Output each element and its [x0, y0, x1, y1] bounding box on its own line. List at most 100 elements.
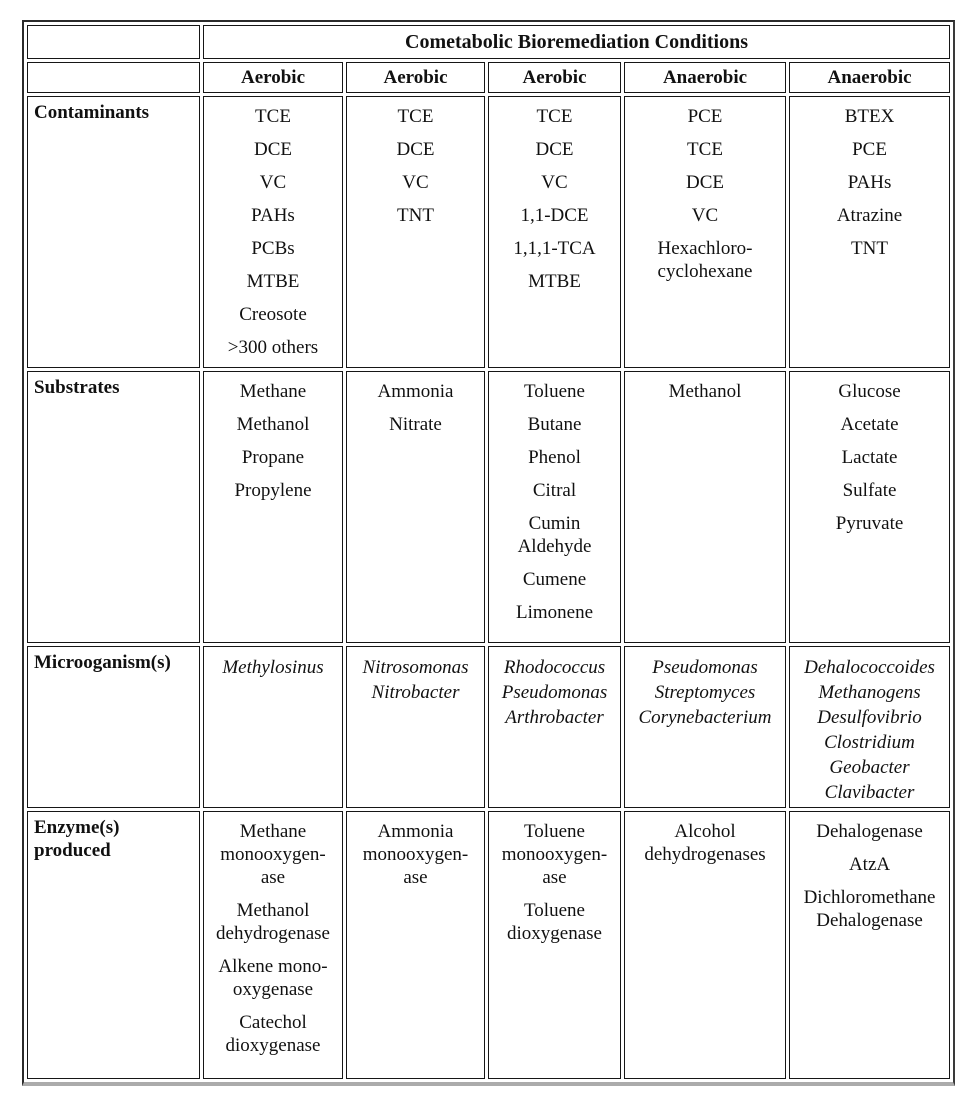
data-cell: Methane Methanol Propane Propylene — [203, 371, 343, 643]
data-cell: Glucose Acetate Lactate Sulfate Pyruvate — [789, 371, 951, 643]
cell-item: Methanol — [236, 414, 310, 435]
cell-item: Pseudomonas — [501, 682, 608, 703]
data-cell: TCE DCE VC PAHs PCBs MTBE Creosote >300 others — [203, 96, 343, 368]
row-label-cell: Enzyme(s) produced — [27, 811, 200, 1079]
cell-item: MTBE — [528, 271, 581, 292]
cell-item: Phenol — [528, 447, 581, 468]
cell-item: DCE — [396, 139, 435, 160]
condition-header-cell: Anaerobic — [624, 62, 786, 93]
data-cell: Pseudomonas Streptomyces Corynebacterium — [624, 646, 786, 808]
cell-item: Pyruvate — [835, 513, 904, 534]
cell-item: Nitrosomonas — [362, 657, 469, 678]
cell-item: Alcohol dehydrogenases — [644, 821, 766, 865]
cell-item: Limonene — [515, 602, 594, 623]
cell-item: Toluene — [524, 381, 585, 402]
data-cell: PCE TCE DCE VC Hexachloro- cyclohexane — [624, 96, 786, 368]
cell-item: VC — [541, 172, 568, 193]
cell-item: Glucose — [838, 381, 901, 402]
table-header-row-conditions: Aerobic Aerobic Aerobic Anaerobic Anaero… — [27, 62, 951, 93]
condition-header-cell: Anaerobic — [789, 62, 951, 93]
data-cell: Methanol — [624, 371, 786, 643]
cell-item: Arthrobacter — [505, 707, 604, 728]
data-cell: Dehalogenase AtzA Dichloromethane Dehaloge… — [789, 811, 951, 1079]
cell-item: PCBs — [251, 238, 295, 259]
data-cell: Ammonia monooxygen- ase — [346, 811, 485, 1079]
data-cell: Methane monooxygen- ase Methanol dehydrog… — [203, 811, 343, 1079]
spanning-header-cell: Cometabolic Bioremediation Conditions — [203, 25, 951, 59]
cell-item: Cumene — [522, 569, 587, 590]
cell-item: Streptomyces — [654, 682, 756, 703]
cell-item: VC — [259, 172, 287, 193]
data-cell: Dehalococcoides Methanogens Desulfovibrio C… — [789, 646, 951, 808]
cell-item: Lactate — [841, 447, 898, 468]
cell-item: Alkene mono- oxygenase — [218, 956, 328, 1000]
condition-header-cell: Aerobic — [203, 62, 343, 93]
cell-item: Dehalogenase — [816, 821, 923, 842]
table-row-contaminants: Contaminants TCE DCE VC PAHs PCBs MTBE Creosot… — [27, 96, 951, 368]
data-cell: TCE DCE VC TNT — [346, 96, 485, 368]
data-cell: Alcohol dehydrogenases — [624, 811, 786, 1079]
data-cell: Toluene Butane Phenol Citral Cumin Aldehyde C… — [488, 371, 621, 643]
cell-item: Nitrate — [389, 414, 442, 435]
condition-header-cell: Aerobic — [346, 62, 485, 93]
table-header-row-top: Cometabolic Bioremediation Conditions — [27, 25, 951, 59]
cell-item: Acetate — [840, 414, 899, 435]
cell-item: Catechol dioxygenase — [225, 1012, 321, 1056]
cell-item: Dichloromethane Dehalogenase — [803, 887, 936, 931]
data-cell: Nitrosomonas Nitrobacter — [346, 646, 485, 808]
cell-item: Sulfate — [842, 480, 897, 501]
cell-item: Toluene dioxygenase — [507, 900, 602, 944]
cell-item: TCE — [536, 106, 573, 127]
cell-item: Desulfovibrio — [817, 707, 922, 728]
cell-item: Ammonia monooxygen- ase — [362, 821, 469, 888]
cell-item: Hexachloro- cyclohexane — [657, 238, 753, 282]
cell-item: Butane — [527, 414, 582, 435]
row-label-cell: Contaminants — [27, 96, 200, 368]
cell-item: Methylosinus — [222, 657, 324, 678]
data-cell: Ammonia Nitrate — [346, 371, 485, 643]
cell-item: Atrazine — [836, 205, 903, 226]
cell-item: Ammonia — [377, 381, 454, 402]
corner-cell — [27, 62, 200, 93]
cell-item: PCE — [687, 106, 723, 127]
cell-item: AtzA — [848, 854, 891, 875]
cometabolic-bioremediation-table: Cometabolic Bioremediation Conditions Ae… — [22, 20, 956, 1086]
cell-item: Methane monooxygen- ase — [220, 821, 326, 888]
cell-item: Toluene monooxygen- ase — [501, 821, 608, 888]
cell-item: 1,1-DCE — [520, 205, 589, 226]
cell-item: Geobacter — [829, 757, 910, 778]
cell-item: Methanol dehydrogenase — [216, 900, 330, 944]
data-cell: Rhodococcus Pseudomonas Arthrobacter — [488, 646, 621, 808]
cell-item: MTBE — [246, 271, 300, 292]
data-cell: Toluene monooxygen- ase Toluene dioxygena… — [488, 811, 621, 1079]
cell-item: VC — [691, 205, 719, 226]
cell-item: Clavibacter — [824, 782, 915, 803]
cell-item: DCE — [686, 172, 724, 193]
cell-item: Propane — [241, 447, 305, 468]
table-row-microorganisms: Microoganism(s) Methylosinus Nitrosomona… — [27, 646, 951, 808]
cell-item: PAHs — [847, 172, 892, 193]
cell-item: TCE — [255, 106, 291, 127]
table-row-substrates: Substrates Methane Methanol Propane Propyle… — [27, 371, 951, 643]
cell-item: Pseudomonas — [652, 657, 758, 678]
cell-item: TCE — [687, 139, 723, 160]
row-label-cell: Microoganism(s) — [27, 646, 200, 808]
cell-item: TNT — [397, 205, 434, 226]
cell-item: Nitrobacter — [371, 682, 460, 703]
data-cell: Methylosinus — [203, 646, 343, 808]
cell-item: Creosote — [239, 304, 307, 325]
cell-item: Methanogens — [818, 682, 921, 703]
cell-item: VC — [402, 172, 429, 193]
condition-header-cell: Aerobic — [488, 62, 621, 93]
cell-item: TNT — [851, 238, 888, 259]
data-cell: BTEX PCE PAHs Atrazine TNT — [789, 96, 951, 368]
cell-item: Methane — [239, 381, 307, 402]
cell-item: Rhodococcus — [503, 657, 606, 678]
table-row-enzymes-produced: Enzyme(s) produced Methane monooxygen- a… — [27, 811, 951, 1079]
cell-item: >300 others — [227, 337, 319, 358]
cell-item: Dehalococcoides — [804, 657, 935, 678]
cell-item: 1,1,1-TCA — [513, 238, 596, 259]
cell-item: Methanol — [668, 381, 742, 402]
cell-item: DCE — [535, 139, 574, 160]
